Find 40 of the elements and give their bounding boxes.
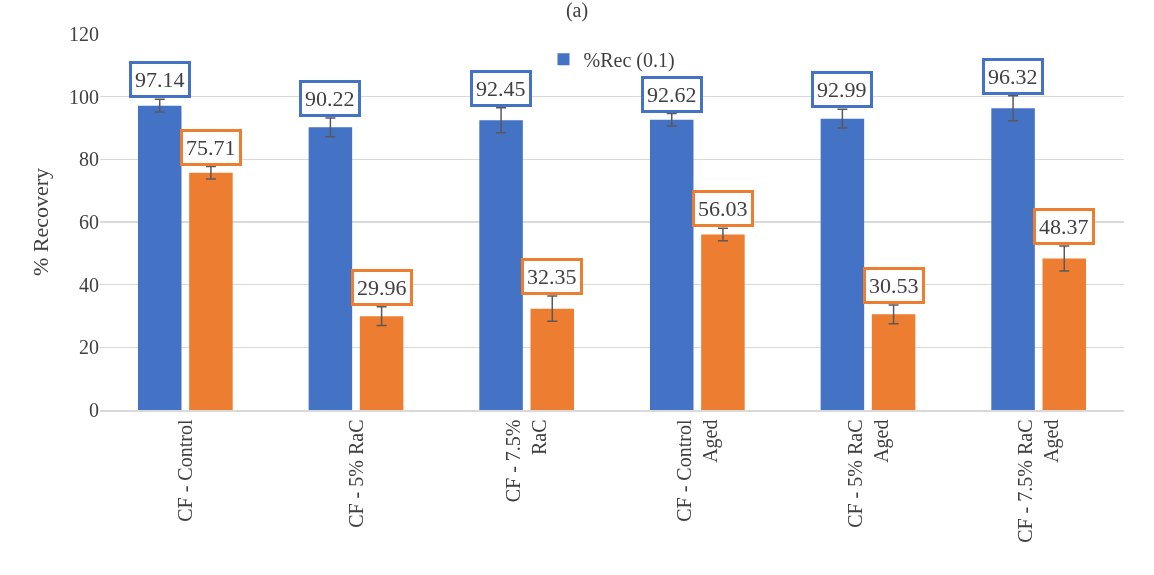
- bar: [820, 118, 865, 410]
- bar: [137, 105, 182, 410]
- data-label: 92.45: [476, 76, 526, 101]
- data-label: 96.32: [988, 64, 1038, 89]
- x-tick-label: CF - 5% RaC: [344, 419, 367, 528]
- y-tick-label: 100: [69, 85, 99, 108]
- data-label: 90.22: [305, 86, 355, 111]
- bar: [189, 172, 233, 410]
- bar: [1042, 258, 1087, 410]
- x-tick-label: CF - 7.5% RaC Aged: [1014, 419, 1064, 543]
- bar: [871, 314, 916, 410]
- bar: [308, 127, 353, 410]
- legend-label: %Rec (0.1): [583, 48, 675, 72]
- data-label: 92.62: [647, 82, 697, 107]
- bar: [991, 108, 1035, 410]
- y-tick-label: 20: [79, 336, 99, 359]
- y-axis-title: % Recovery: [27, 167, 53, 277]
- y-tick-label: 60: [79, 211, 99, 233]
- y-tick-label: 120: [69, 23, 99, 45]
- x-tick-label: CF - 7.5% RaC: [502, 419, 551, 503]
- bar: [649, 119, 694, 410]
- y-tick-label: 80: [79, 148, 99, 171]
- bar: [359, 316, 404, 410]
- y-tick-label: 40: [79, 273, 99, 296]
- bar: [530, 308, 575, 410]
- bar: [701, 234, 745, 410]
- x-tick-label: CF - Control: [173, 419, 196, 522]
- data-label: 30.53: [869, 273, 919, 298]
- y-tick-label: 0: [89, 399, 99, 421]
- bar: [479, 120, 523, 410]
- data-label: 56.03: [698, 196, 748, 221]
- data-label: 48.37: [1039, 214, 1089, 239]
- data-label: 97.14: [135, 67, 185, 92]
- data-label: 29.96: [357, 275, 407, 300]
- x-tick-label: CF - 5% RaC Aged: [843, 419, 893, 528]
- x-tick-label: CF - Control Aged: [672, 419, 722, 522]
- data-label: 32.35: [527, 264, 577, 289]
- data-label: 75.71: [186, 135, 236, 160]
- chart-title: (a): [565, 0, 589, 22]
- data-label: 92.99: [817, 77, 867, 102]
